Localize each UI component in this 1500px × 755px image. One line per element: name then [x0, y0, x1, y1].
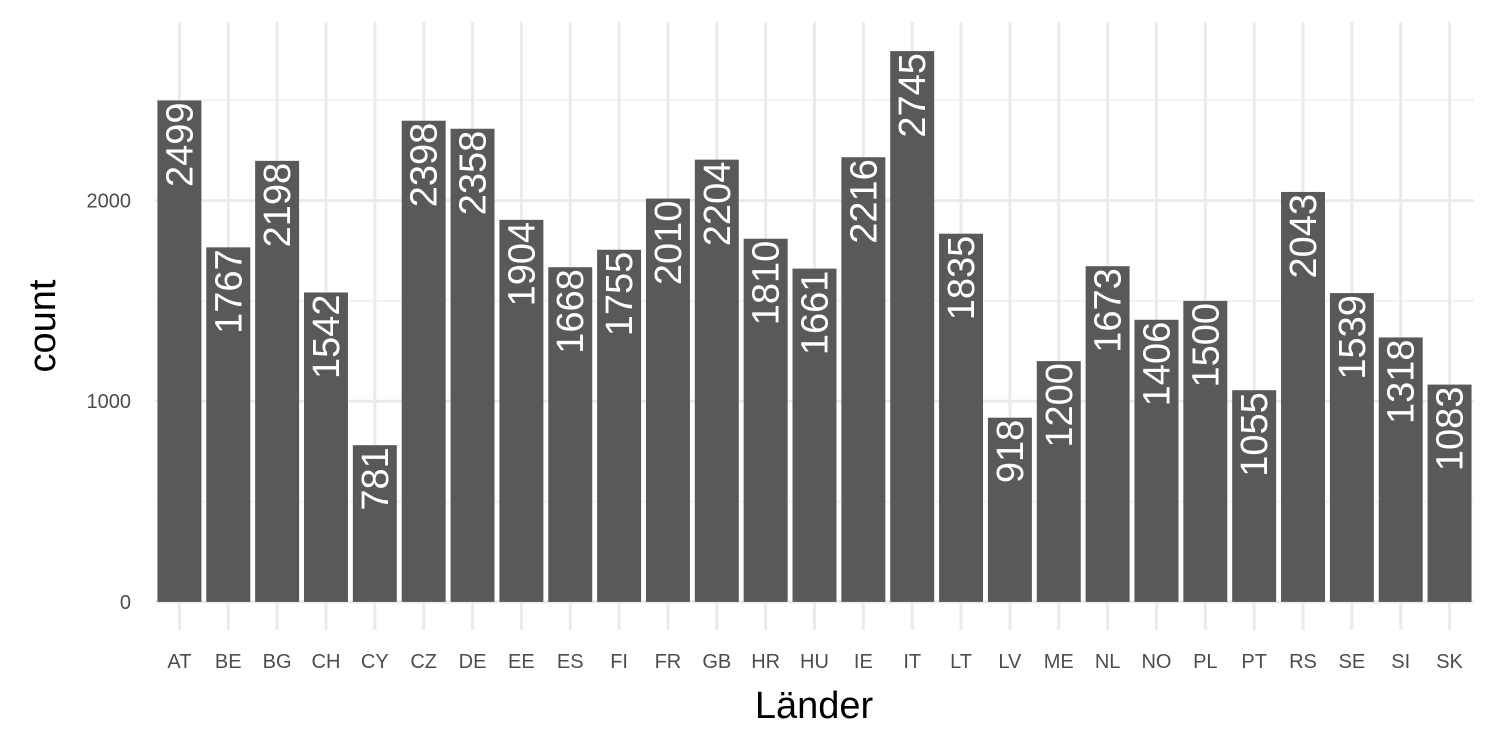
- bar-value-label: 2204: [697, 162, 739, 247]
- bar-value-label: 918: [990, 420, 1032, 483]
- y-tick-label: 0: [120, 592, 131, 614]
- bar-FR: [645, 198, 690, 602]
- x-tick-label: PL: [1193, 651, 1217, 673]
- x-tick-label: CY: [361, 651, 389, 673]
- bar-value-label: 2499: [159, 102, 201, 187]
- bar-value-label: 2398: [404, 123, 446, 208]
- bar-SE: [1329, 293, 1374, 602]
- bar-NL: [1085, 266, 1130, 602]
- y-tick-label: 1000: [87, 391, 132, 413]
- bar-value-label: 1668: [550, 269, 592, 354]
- x-tick-label: NO: [1141, 651, 1171, 673]
- axes: AT BE BG CH CY CZ DE EE ES FI FR GB HR HU IE IT LT LV ME NL…: [87, 191, 1464, 673]
- x-tick-label: FI: [610, 651, 628, 673]
- bar-value-label: 1755: [599, 252, 641, 337]
- bar-SK: [1427, 384, 1472, 602]
- bar-ES: [548, 267, 593, 602]
- x-tick-label: LV: [998, 651, 1022, 673]
- bar-value-label: 1200: [1039, 363, 1081, 448]
- x-tick-label: PT: [1241, 651, 1267, 673]
- bar-value-label: 2010: [648, 201, 690, 286]
- bar-DE: [450, 128, 495, 602]
- bar-value-label: 1318: [1381, 339, 1423, 424]
- y-tick-label: 2000: [87, 191, 132, 213]
- bar-value-label: 1661: [795, 271, 837, 356]
- x-tick-label: HR: [751, 651, 780, 673]
- x-tick-label: EE: [508, 651, 535, 673]
- bar-value-label: 2043: [1283, 194, 1325, 279]
- x-tick-label: RS: [1289, 651, 1317, 673]
- x-tick-label: NL: [1095, 651, 1121, 673]
- bar-RS: [1281, 191, 1326, 602]
- bar-value-label: 1406: [1136, 322, 1178, 407]
- bar-IE: [841, 157, 886, 602]
- x-tick-label: AT: [167, 651, 191, 673]
- bar-value-label: 1083: [1430, 387, 1472, 472]
- bar-value-label: 1500: [1185, 303, 1227, 388]
- bars: [157, 51, 1472, 602]
- bar-value-label: 2198: [257, 163, 299, 248]
- bar-GB: [694, 159, 739, 602]
- bar-IT: [890, 51, 935, 602]
- x-tick-label: LT: [950, 651, 972, 673]
- bar-HU: [792, 268, 837, 602]
- bar-value-label: 1810: [746, 241, 788, 326]
- bar-CZ: [401, 120, 446, 602]
- x-tick-label: BE: [215, 651, 242, 673]
- x-tick-label: GB: [702, 651, 731, 673]
- bar-LT: [939, 233, 984, 602]
- x-tick-label: BG: [263, 651, 292, 673]
- x-tick-label: HU: [800, 651, 829, 673]
- bar-SI: [1378, 337, 1423, 602]
- bar-CY: [352, 445, 397, 602]
- x-tick-label: SK: [1436, 651, 1463, 673]
- x-tick-label: FR: [655, 651, 682, 673]
- x-tick-label: ME: [1044, 651, 1074, 673]
- x-tick-label: IE: [854, 651, 873, 673]
- bar-EE: [499, 219, 544, 602]
- bar-value-label: 1835: [941, 236, 983, 321]
- bar-LV: [987, 417, 1032, 602]
- bar-value-label: 2216: [843, 159, 885, 244]
- y-axis-title: count: [22, 279, 64, 372]
- x-tick-label: DE: [459, 651, 487, 673]
- x-axis-title: Länder: [755, 685, 874, 727]
- bar-ME: [1036, 361, 1081, 602]
- bar-value-label: 1904: [501, 222, 543, 307]
- bar-value-label: 1767: [208, 249, 250, 334]
- bar-BE: [206, 247, 251, 602]
- bar-value-label: 1673: [1088, 268, 1130, 353]
- bar-NO: [1134, 319, 1179, 602]
- x-tick-label: ES: [557, 651, 584, 673]
- bar-FI: [597, 249, 642, 602]
- bar-value-label: 781: [355, 447, 397, 510]
- x-tick-label: CH: [312, 651, 341, 673]
- bar-value-label: 1055: [1234, 392, 1276, 477]
- bar-AT: [157, 100, 202, 602]
- bar-HR: [743, 238, 788, 602]
- bar-PL: [1183, 300, 1228, 602]
- x-tick-label: SI: [1391, 651, 1410, 673]
- bar-PT: [1232, 390, 1277, 602]
- bar-CH: [303, 292, 348, 602]
- x-tick-label: CZ: [410, 651, 437, 673]
- x-tick-label: IT: [903, 651, 921, 673]
- bar-value-label: 1542: [306, 294, 348, 379]
- bar-BG: [255, 160, 300, 602]
- bar-value-label: 2745: [892, 53, 934, 138]
- bar-value-label: 1539: [1332, 295, 1374, 380]
- x-tick-label: SE: [1339, 651, 1366, 673]
- bar-value-label: 2358: [453, 131, 495, 216]
